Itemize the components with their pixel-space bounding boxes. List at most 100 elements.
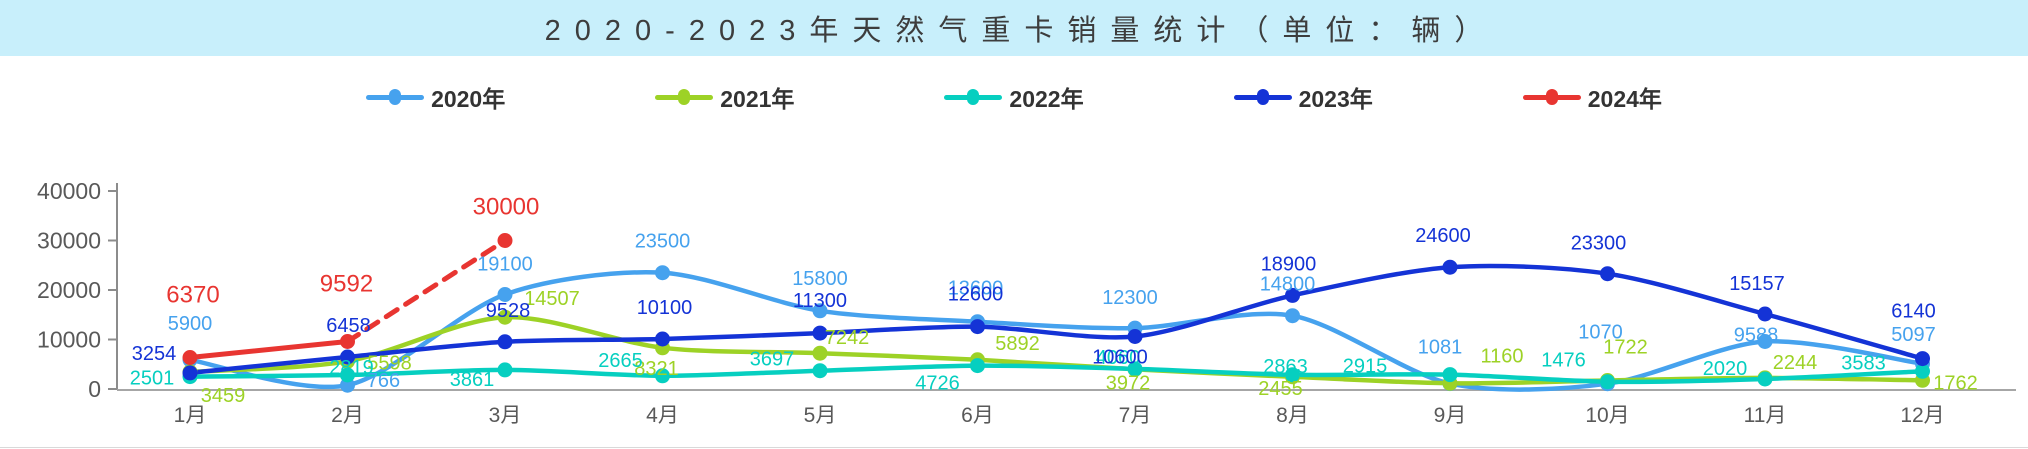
chart-title-bar: 2020-2023年天然气重卡销量统计（单位：辆） [0, 0, 2028, 56]
data-point-2024-3月[interactable] [497, 233, 513, 248]
legend-label: 2024年 [1587, 86, 1662, 112]
data-label-2020-2月: 766 [367, 370, 400, 392]
legend-item-2021[interactable]: 2021年 [655, 80, 794, 114]
data-point-2022-3月[interactable] [497, 362, 513, 378]
data-point-2020-11月[interactable] [1757, 334, 1773, 349]
x-axis-label: 11月 [1744, 404, 1787, 427]
chart-title: 2020-2023年天然气重卡销量统计（单位：辆） [544, 15, 1498, 47]
data-point-2023-6月[interactable] [970, 319, 985, 335]
data-label-2022-12月: 3583 [1841, 352, 1886, 374]
legend-label: 2021年 [720, 86, 795, 112]
data-point-2023-11月[interactable] [1757, 306, 1773, 322]
x-axis-label: 7月 [1119, 404, 1152, 427]
y-axis-label: 40000 [37, 178, 101, 204]
data-label-2022-7月: 4060 [1096, 347, 1141, 369]
data-point-2023-9月[interactable] [1442, 259, 1458, 275]
series-line-2023 [187, 263, 1925, 376]
x-axis-label: 5月 [804, 404, 837, 427]
data-label-2020-10月: 1070 [1578, 322, 1623, 344]
data-point-2020-5月[interactable] [812, 303, 828, 319]
data-point-2022-2月[interactable] [340, 367, 355, 383]
series-line-2024-dashed [345, 238, 508, 344]
legend-line-dot-icon [1233, 88, 1292, 106]
legend-item-2024[interactable]: 2024年 [1522, 80, 1662, 114]
data-label-2024-1月: 6370 [166, 282, 219, 309]
y-axis-label: 0 [88, 376, 101, 402]
x-axis-label: 9月 [1434, 404, 1467, 427]
legend-label: 2023年 [1298, 86, 1373, 112]
data-label-2023-11月: 15157 [1729, 273, 1785, 295]
x-axis-label: 4月 [646, 404, 679, 427]
series-points [182, 233, 1930, 393]
data-label-2023-5月: 11300 [793, 290, 847, 312]
data-point-2024-2月[interactable] [340, 334, 355, 349]
data-labels: 5900 766 19100 23500 15800 13600 12300 14800 108… [130, 194, 1978, 407]
data-point-2024-1月[interactable] [182, 350, 198, 365]
data-label-2024-3月: 30000 [473, 194, 540, 221]
data-label-2022-4月: 2665 [598, 350, 643, 372]
data-point-2022-6月[interactable] [970, 358, 985, 374]
data-point-2023-8月[interactable] [1285, 287, 1300, 303]
data-label-2023-9月: 24600 [1415, 225, 1471, 247]
data-point-2020-4月[interactable] [655, 265, 670, 281]
data-label-2021-9月: 1160 [1480, 345, 1523, 367]
data-label-2024-2月: 9592 [320, 271, 373, 298]
y-axis-label: 10000 [37, 327, 101, 353]
data-point-2022-12月[interactable] [1915, 363, 1930, 379]
data-label-2020-1月: 5900 [168, 313, 213, 335]
data-point-2022-4月[interactable] [655, 368, 670, 384]
data-label-2020-9月: 1081 [1418, 337, 1463, 359]
axes: 0 10000 20000 30000 40000 1月 2月 3月 4月 5月 6月 7月 8月 9月 1… [37, 178, 2016, 427]
chart-legend: 2020年 2021年 2022年 2023年 2024年 [0, 80, 2028, 114]
data-point-2023-5月[interactable] [812, 325, 828, 341]
legend-label: 2020年 [431, 86, 506, 112]
data-label-2022-2月: 2819 [329, 357, 374, 379]
data-label-2020-5月: 15800 [792, 268, 848, 290]
x-axis-label: 1月 [174, 404, 207, 427]
data-point-2023-1月[interactable] [182, 365, 198, 381]
data-label-2020-3月: 19100 [477, 254, 533, 276]
x-axis-label: 3月 [489, 404, 522, 427]
y-axis-label: 20000 [37, 277, 101, 303]
data-point-2021-5月[interactable] [812, 345, 828, 361]
legend-line-dot-icon [366, 88, 425, 106]
data-label-2020-6月: 13600 [948, 278, 1004, 300]
data-point-2023-12月[interactable] [1915, 351, 1930, 367]
data-point-2022-5月[interactable] [812, 363, 828, 379]
series-line-2024-solid [187, 339, 350, 360]
series-lines [187, 238, 1925, 392]
data-point-2023-7月[interactable] [1127, 329, 1143, 344]
legend-line-dot-icon [944, 88, 1003, 106]
data-point-2022-7月[interactable] [1127, 361, 1143, 377]
data-point-2022-10月[interactable] [1600, 374, 1615, 390]
data-point-2022-9月[interactable] [1442, 367, 1458, 383]
y-axis-label: 30000 [37, 228, 101, 254]
data-point-2021-3月[interactable] [497, 309, 513, 325]
data-point-2020-3月[interactable] [497, 287, 513, 302]
data-point-2022-8月[interactable] [1285, 367, 1300, 383]
data-label-2023-2月: 6458 [326, 315, 371, 337]
legend-item-2022[interactable]: 2022年 [944, 80, 1084, 114]
data-label-2021-4月: 8321 [634, 358, 679, 380]
data-label-2023-7月: 10600 [1092, 347, 1148, 369]
data-label-2021-6月: 5892 [995, 333, 1040, 355]
data-point-2023-2月[interactable] [340, 349, 355, 365]
data-label-2022-11月: 2020 [1703, 358, 1748, 380]
data-label-2022-5月: 3697 [750, 349, 795, 371]
data-point-2023-4月[interactable] [655, 331, 670, 347]
data-label-2021-7月: 3972 [1106, 372, 1151, 394]
data-point-2022-11月[interactable] [1757, 371, 1773, 387]
data-label-2023-4月: 10100 [637, 297, 693, 319]
series-line-2022 [187, 363, 1925, 385]
data-point-2020-8月[interactable] [1285, 308, 1300, 324]
data-label-2020-8月: 14800 [1260, 274, 1316, 296]
data-label-2021-10月: 1722 [1603, 337, 1648, 359]
data-point-2023-3月[interactable] [497, 334, 513, 350]
data-label-2021-8月: 2455 [1258, 378, 1303, 400]
data-label-2021-1月: 3459 [201, 385, 246, 407]
legend-item-2020[interactable]: 2020年 [366, 80, 505, 114]
data-point-2023-10月[interactable] [1600, 266, 1615, 282]
legend-item-2023[interactable]: 2023年 [1233, 80, 1373, 114]
x-axis-label: 6月 [961, 404, 994, 427]
